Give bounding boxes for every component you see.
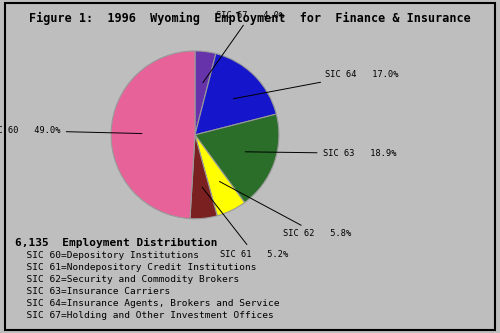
Text: SIC 61=Nondepository Credit Institutions: SIC 61=Nondepository Credit Institutions (15, 263, 256, 272)
Wedge shape (195, 135, 244, 216)
Text: SIC 61   5.2%: SIC 61 5.2% (202, 187, 288, 258)
Wedge shape (195, 114, 279, 202)
Text: SIC 64=Insurance Agents, Brokers and Service: SIC 64=Insurance Agents, Brokers and Ser… (15, 299, 280, 308)
Text: SIC 62   5.8%: SIC 62 5.8% (220, 181, 352, 238)
Wedge shape (111, 51, 195, 219)
Wedge shape (190, 135, 217, 219)
Text: 6,135  Employment Distribution: 6,135 Employment Distribution (15, 238, 218, 248)
Text: SIC 62=Security and Commodity Brokers: SIC 62=Security and Commodity Brokers (15, 275, 239, 284)
Text: SIC 67=Holding and Other Investment Offices: SIC 67=Holding and Other Investment Offi… (15, 311, 274, 320)
Text: SIC 63   18.9%: SIC 63 18.9% (245, 149, 396, 158)
Text: SIC 63=Insurance Carriers: SIC 63=Insurance Carriers (15, 287, 170, 296)
Text: SIC 64   17.0%: SIC 64 17.0% (234, 70, 398, 99)
Text: SIC 67   4.0%: SIC 67 4.0% (203, 11, 284, 83)
Text: Figure 1:  1996  Wyoming  Employment  for  Finance & Insurance: Figure 1: 1996 Wyoming Employment for Fi… (29, 12, 471, 25)
Text: SIC 60=Depository Institutions: SIC 60=Depository Institutions (15, 251, 199, 260)
Wedge shape (195, 51, 216, 135)
Text: SIC 60   49.0%: SIC 60 49.0% (0, 126, 142, 135)
Wedge shape (195, 54, 276, 135)
